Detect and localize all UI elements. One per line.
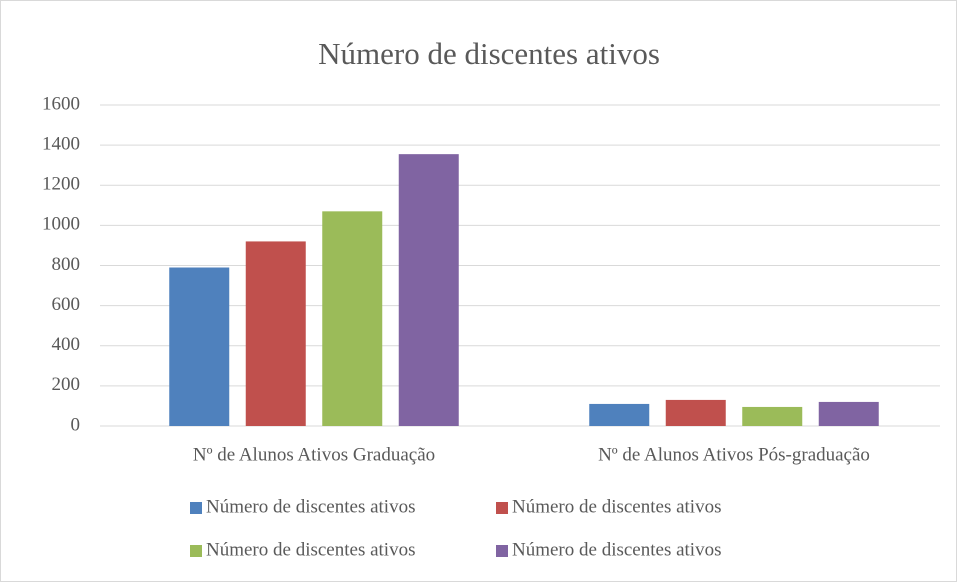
legend-label: Número de discentes ativos	[206, 539, 415, 560]
y-tick-label: 800	[52, 254, 81, 275]
bar	[398, 154, 459, 426]
bar	[742, 406, 803, 426]
bar	[322, 211, 383, 426]
legend-label: Número de discentes ativos	[512, 539, 721, 560]
legend-swatch	[496, 502, 508, 514]
x-tick-label: Nº de Alunos Ativos Graduação	[193, 444, 435, 465]
legend-swatch	[190, 502, 202, 514]
y-tick-label: 1200	[42, 174, 80, 195]
bar	[245, 241, 306, 426]
y-tick-label: 1400	[42, 133, 80, 154]
bar	[589, 403, 650, 426]
y-tick-label: 1600	[42, 93, 80, 114]
y-tick-label: 200	[52, 374, 81, 395]
y-tick-label: 0	[71, 414, 81, 435]
y-tick-label: 600	[52, 294, 81, 315]
bar	[169, 267, 230, 426]
y-tick-label: 400	[52, 334, 81, 355]
legend-label: Número de discentes ativos	[206, 496, 415, 517]
bar	[665, 399, 726, 426]
legend-swatch	[496, 545, 508, 557]
y-tick-label: 1000	[42, 214, 80, 235]
bar	[818, 401, 879, 426]
x-tick-label: Nº de Alunos Ativos Pós-graduação	[598, 444, 870, 465]
chart-title: Número de discentes ativos	[318, 36, 660, 71]
legend-label: Número de discentes ativos	[512, 496, 721, 517]
legend-swatch	[190, 545, 202, 557]
